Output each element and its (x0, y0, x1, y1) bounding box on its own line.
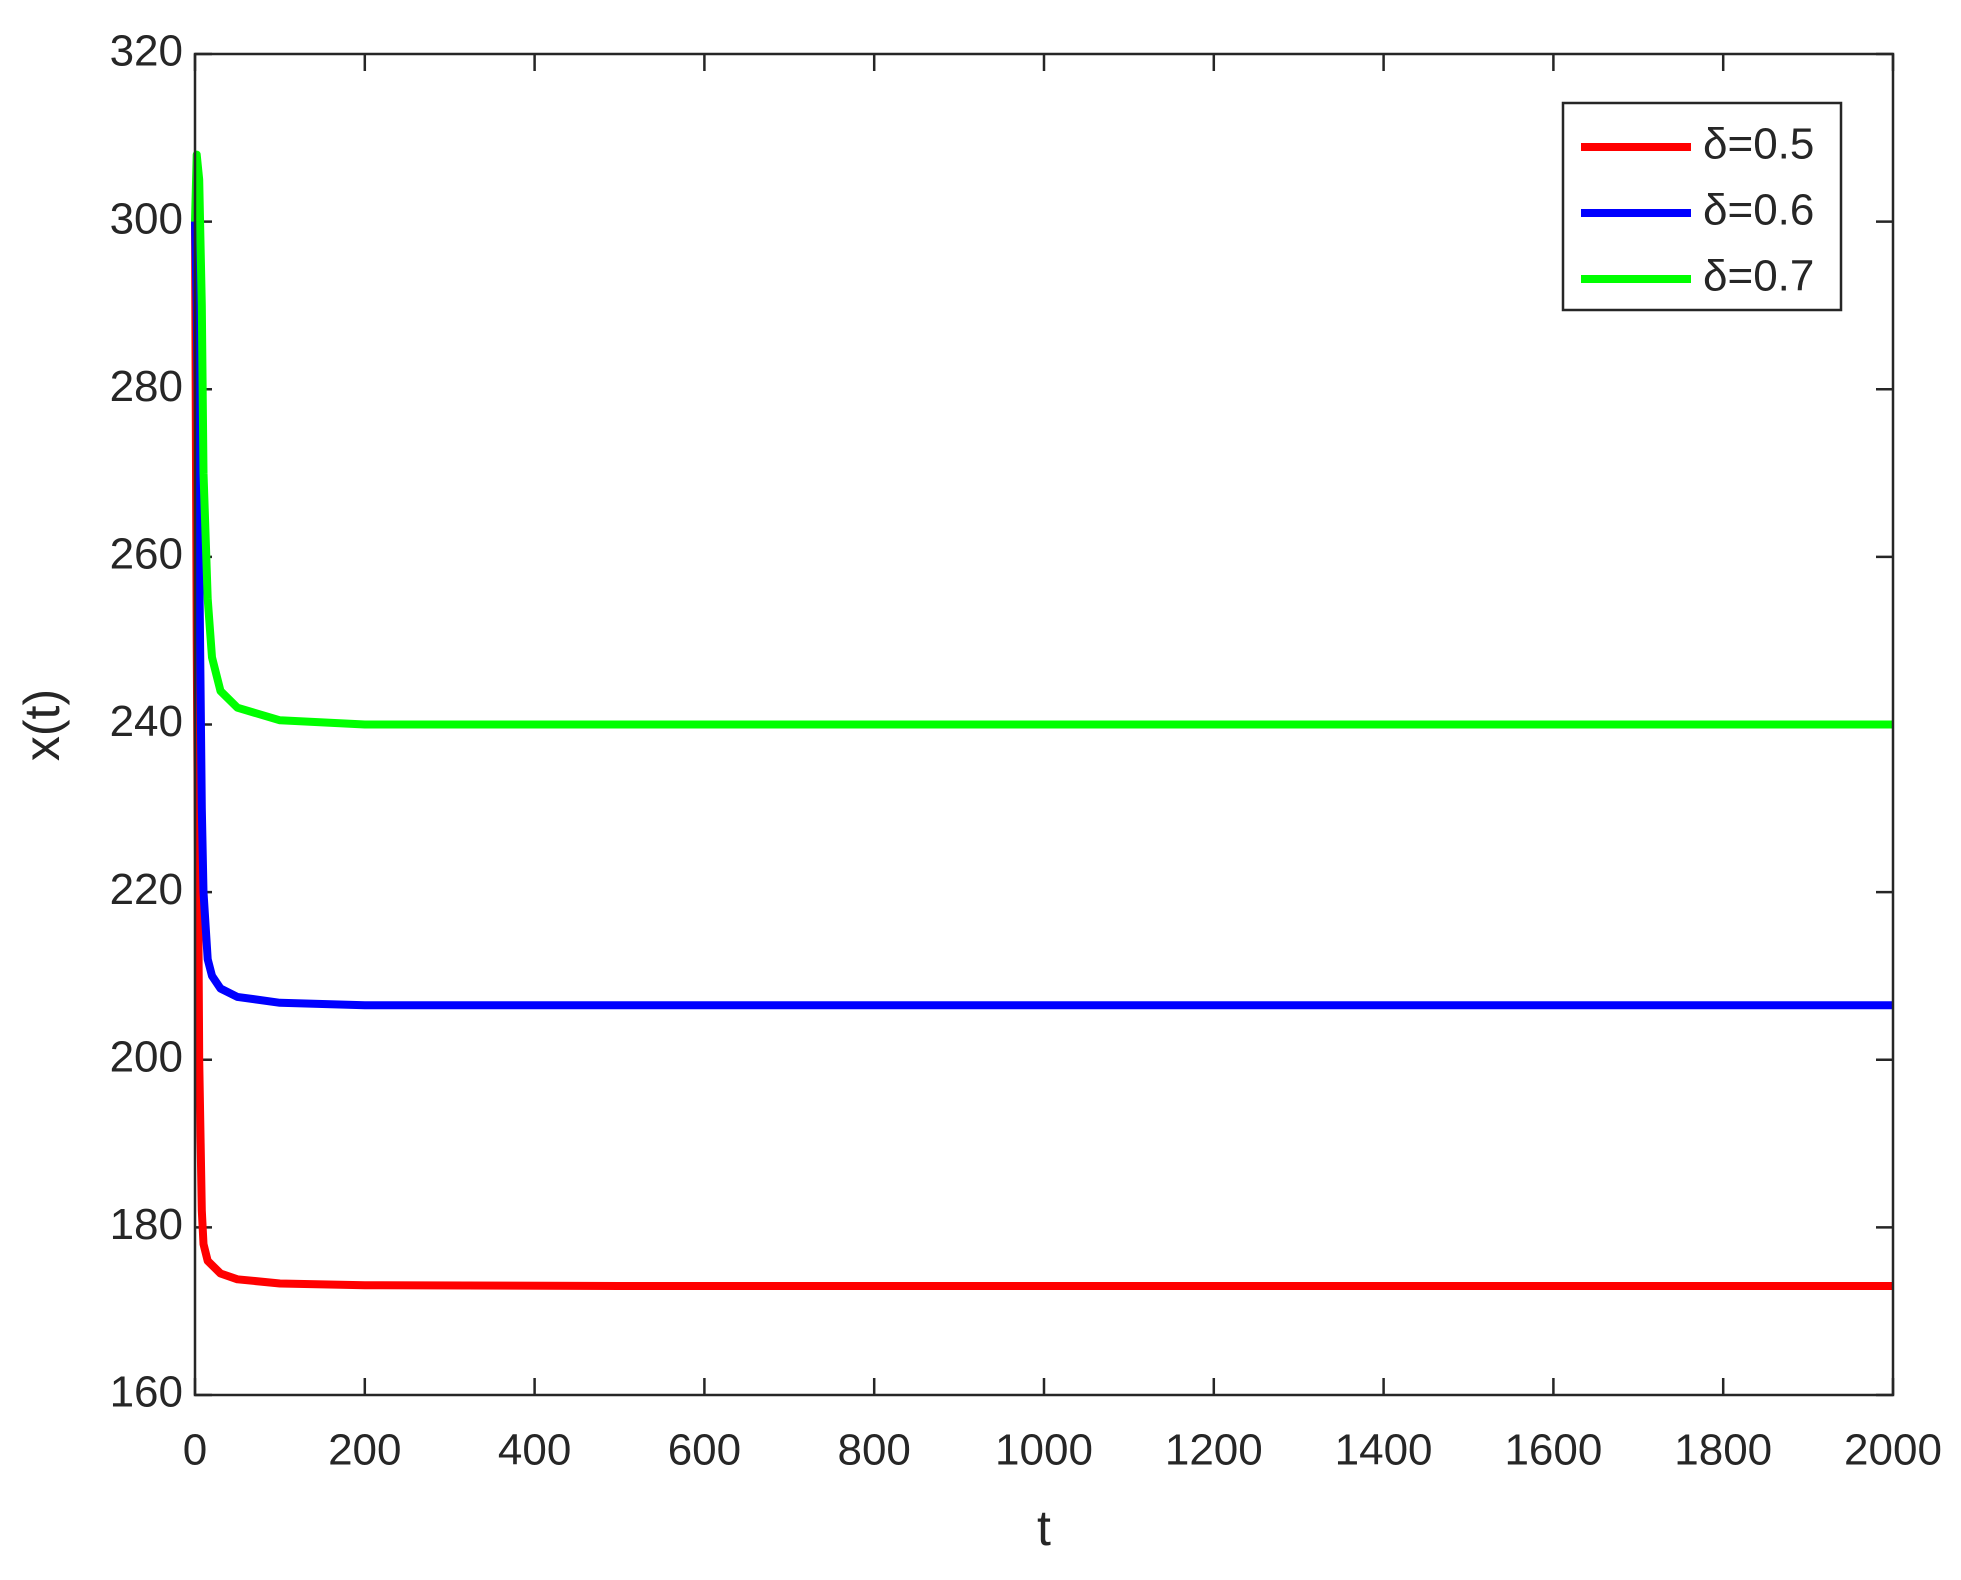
legend-label: δ=0.5 (1703, 120, 1814, 169)
legend-label: δ=0.6 (1703, 186, 1814, 235)
data-line (191, 221, 1893, 1010)
x-tick-label: 600 (668, 1426, 741, 1475)
y-tick-label: 240 (110, 697, 183, 746)
x-tick-label: 200 (328, 1426, 401, 1475)
y-tick-label: 200 (110, 1032, 183, 1081)
y-tick-label: 160 (110, 1368, 183, 1417)
data-line (191, 221, 1893, 1290)
y-tick-label: 220 (110, 865, 183, 914)
x-tick-label: 800 (837, 1426, 910, 1475)
x-tick-label: 1800 (1674, 1426, 1772, 1475)
y-tick-label: 320 (110, 27, 183, 76)
x-axis-label: t (1037, 1500, 1051, 1556)
axes-box (193, 52, 1895, 1397)
y-tick-label: 260 (110, 530, 183, 579)
y-tick-label: 180 (110, 1200, 183, 1249)
x-tick-label: 1400 (1335, 1426, 1433, 1475)
y-axis-label: x(t) (14, 689, 70, 761)
x-tick-label: 1000 (995, 1426, 1093, 1475)
x-tick-label: 2000 (1844, 1426, 1942, 1475)
legend-label: δ=0.7 (1703, 252, 1814, 301)
x-tick-label: 1200 (1165, 1426, 1263, 1475)
y-tick-label: 300 (110, 194, 183, 243)
x-tick-label: 400 (498, 1426, 571, 1475)
x-tick-label: 0 (183, 1426, 207, 1475)
x-tick-label: 1600 (1504, 1426, 1602, 1475)
y-tick-label: 280 (110, 362, 183, 411)
data-line (191, 150, 1893, 729)
